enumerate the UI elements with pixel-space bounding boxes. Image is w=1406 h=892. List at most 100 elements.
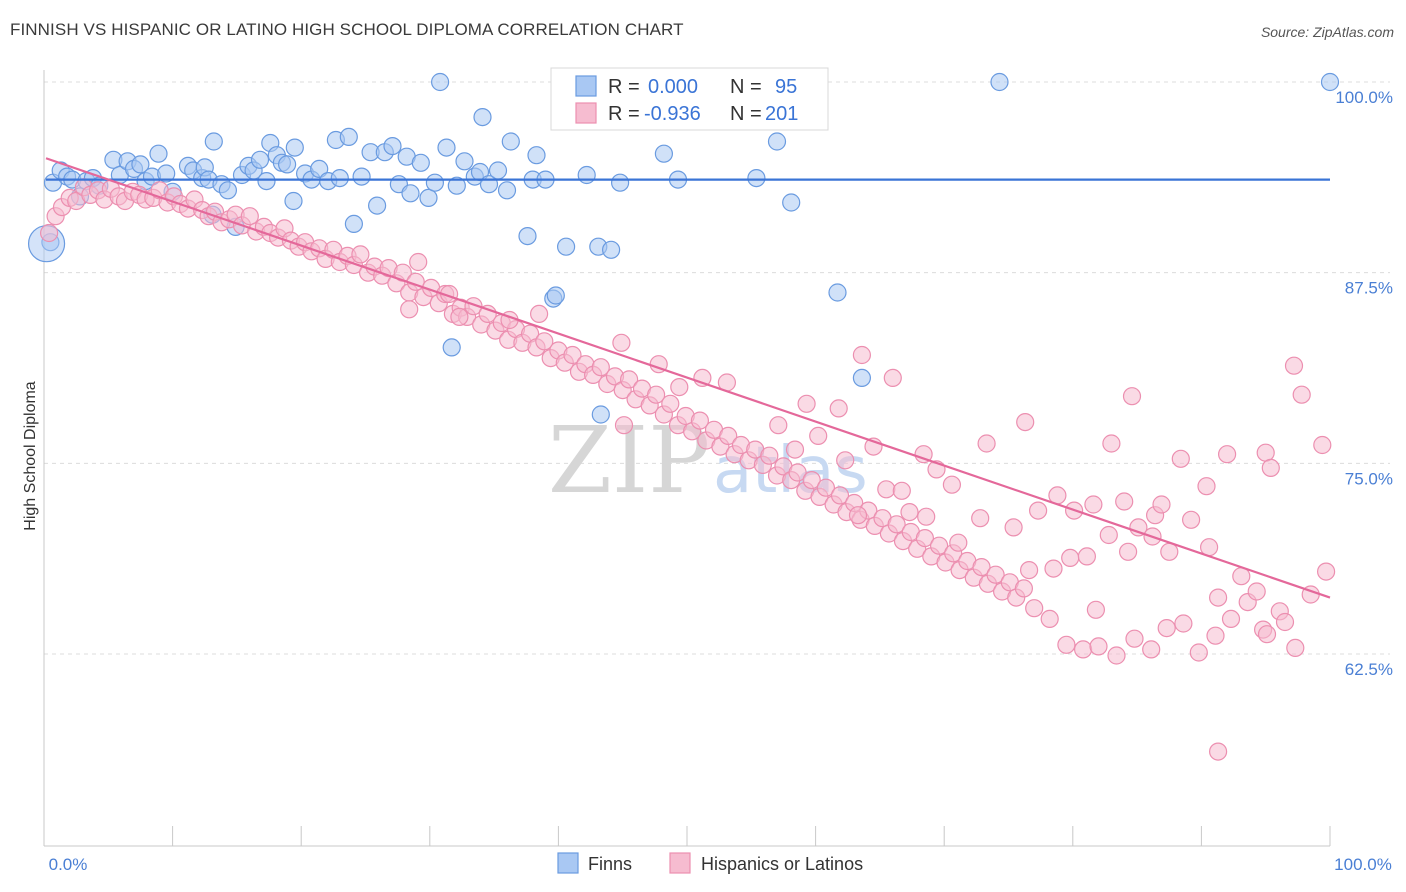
hispanics-point [1118, 542, 1138, 561]
hispanics-trendline [45, 157, 1331, 599]
finns-point [278, 155, 297, 174]
hispanics-point [450, 307, 469, 326]
finns-point [610, 173, 630, 192]
legend-hisp-swatch [575, 102, 597, 124]
legend-box [550, 67, 829, 131]
finns-point [285, 138, 304, 157]
hispanics-point [1313, 435, 1332, 455]
hispanics-point [1221, 609, 1241, 629]
chart-source: Source: ZipAtlas.com [1260, 24, 1394, 40]
finns-point [828, 283, 847, 302]
finns-point [497, 181, 517, 200]
gridlines [44, 81, 1390, 655]
finns-point [131, 155, 150, 174]
hispanics-point [1073, 640, 1093, 659]
hispanics-point [614, 416, 634, 435]
finns-point [591, 405, 610, 424]
hispanics-point [887, 515, 906, 534]
hispanics-point [1261, 458, 1280, 477]
hispanics-point [929, 536, 949, 555]
hispanics-point [1256, 443, 1275, 462]
hispanics-point [1077, 547, 1097, 566]
finns-point [852, 368, 872, 387]
hispanics-point [1025, 599, 1044, 618]
hispanics-point [883, 368, 902, 387]
finns-point [383, 137, 402, 156]
hispanics-point [1016, 413, 1035, 432]
finns-point [442, 338, 461, 357]
hispanics-point [1160, 542, 1179, 561]
finns-point [577, 165, 596, 185]
legend-hisp-n-label: N = [730, 103, 762, 125]
hispanics-point [1115, 492, 1134, 511]
hispanics-point [1004, 518, 1023, 537]
legend-finns-swatch [575, 75, 597, 97]
hispanics-point [1142, 640, 1161, 659]
finns-point [257, 172, 276, 191]
hispanics-point [760, 446, 779, 465]
hispanics-point [1089, 637, 1108, 656]
finns-point [419, 188, 438, 207]
legend-hisp-r-label: R = [608, 103, 640, 125]
hispanics-point [1014, 579, 1034, 598]
hispanics-point [1286, 638, 1305, 658]
bottom-legend-finns-swatch [557, 852, 579, 874]
legend-hisp-r-value: -0.936 [644, 103, 701, 125]
hispanics-point [915, 528, 935, 548]
hispanics-point [1057, 635, 1076, 654]
hispanics-point [900, 502, 919, 522]
hispanics-point [1284, 356, 1304, 375]
hispanics-point [1061, 548, 1080, 568]
finns-point [437, 138, 456, 157]
hispanics-point [797, 394, 816, 413]
hispanics-point [836, 451, 855, 470]
hispanics-point [986, 565, 1005, 584]
hispanics-point [690, 411, 710, 430]
y-tick-label: 87.5% [1345, 279, 1393, 298]
y-tick-label: 75.0% [1345, 469, 1393, 488]
hispanics-point [619, 370, 639, 389]
chart-title: FINNISH VS HISPANIC OR LATINO HIGH SCHOO… [10, 20, 684, 39]
bottom-legend-finns-label: Finns [588, 854, 632, 874]
hispanics-point [949, 533, 968, 552]
hispanics-point [240, 207, 259, 226]
hispanics-point [670, 378, 689, 397]
legend-hisp-n-value: 201 [765, 103, 798, 125]
finns-point [250, 150, 270, 169]
hispanics-point [802, 471, 821, 490]
hispanics-point [848, 506, 868, 525]
hispanics-point [351, 245, 370, 264]
finns-point [654, 144, 674, 163]
finns-point [455, 152, 474, 171]
hispanics-point [529, 304, 549, 323]
finns-point [447, 176, 466, 195]
hispanics-point [719, 426, 738, 445]
bottom-legend-hisp-label: Hispanics or Latinos [701, 854, 863, 874]
finns-point [411, 153, 430, 172]
hispanics-point [971, 509, 990, 528]
hispanics-point [829, 399, 848, 418]
hispanics-point [917, 507, 936, 526]
y-tick-label: 100.0% [1335, 88, 1393, 107]
x-tick-label-min: 0.0% [49, 855, 88, 874]
finns-point [546, 286, 565, 305]
finns-point [601, 240, 621, 259]
hispanics-point [809, 426, 828, 445]
finns-point [352, 167, 371, 186]
finns-point [204, 132, 223, 151]
hispanics-point [942, 475, 962, 494]
hispanics-point [1019, 560, 1039, 580]
hispanics-point [1197, 477, 1216, 496]
y-tick-labels: 62.5% 75.0% 87.5% 100.0% [1335, 88, 1393, 679]
y-tick-label: 62.5% [1345, 660, 1393, 679]
hispanics-point [1247, 582, 1266, 601]
hispanics-point [892, 481, 911, 500]
finns-point [767, 132, 787, 151]
finns-point [518, 227, 537, 246]
hispanics-point [1316, 562, 1336, 581]
finns-point [782, 193, 801, 212]
hispanics-point [1099, 525, 1118, 545]
hispanics-point [1157, 618, 1176, 638]
finns-point [747, 169, 766, 188]
